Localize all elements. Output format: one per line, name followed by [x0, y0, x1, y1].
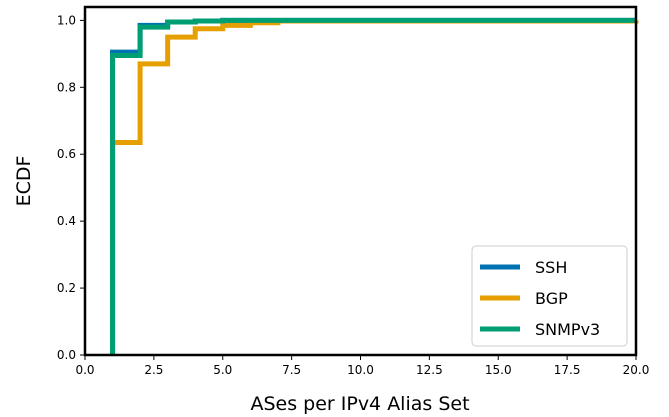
y-tick-label: 1.0	[57, 13, 76, 27]
legend: SSH BGP SNMPv3	[471, 245, 628, 347]
x-tick-label: 15.0	[485, 363, 512, 377]
y-tick-label: 0.0	[57, 348, 76, 362]
legend-label: BGP	[535, 289, 568, 308]
series-line-snmpv3	[110, 17, 636, 355]
x-axis-ticks: 0.0 2.5 5.0 7.5 10.0 12.5 15.0 17.5 20.0	[75, 355, 649, 377]
legend-label: SSH	[535, 258, 567, 277]
x-tick-label: 5.0	[213, 363, 232, 377]
x-axis-title: ASes per IPv4 Alias Set	[250, 393, 469, 415]
y-tick-label: 0.2	[57, 281, 76, 295]
x-tick-label: 0.0	[75, 363, 94, 377]
x-tick-label: 20.0	[623, 363, 650, 377]
series-layer	[110, 17, 639, 355]
y-axis-ticks: 0.0 0.2 0.4 0.6 0.8 1.0	[57, 13, 85, 362]
x-tick-label: 17.5	[554, 363, 581, 377]
legend-label: SNMPv3	[535, 320, 600, 339]
legend-box	[471, 245, 628, 347]
y-tick-label: 0.8	[57, 80, 76, 94]
x-tick-label: 10.0	[347, 363, 374, 377]
y-axis-title: ECDF	[13, 156, 35, 207]
x-tick-label: 2.5	[144, 363, 163, 377]
y-tick-label: 0.6	[57, 147, 76, 161]
legend-items: SSH BGP SNMPv3	[480, 258, 600, 339]
x-tick-label: 7.5	[282, 363, 301, 377]
x-tick-label: 12.5	[416, 363, 443, 377]
y-tick-label: 0.4	[57, 214, 76, 228]
